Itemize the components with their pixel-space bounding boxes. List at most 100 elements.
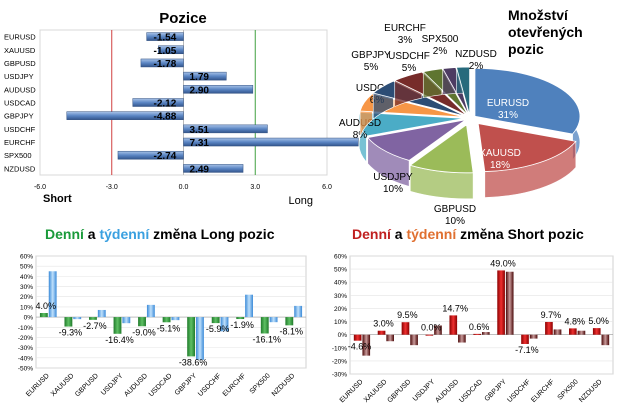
positions-category-label: SPX500 [4, 151, 32, 160]
change-value-label: -4.6% [348, 342, 372, 352]
series-2-bar [434, 325, 442, 335]
positions-bar [140, 58, 184, 68]
positions-value-label: 2.49 [190, 164, 210, 175]
series-2-bar [505, 271, 514, 335]
pie-slice [442, 67, 470, 116]
pie-slice [366, 119, 466, 161]
series-2-bar [294, 305, 303, 318]
change-tick-label: 30% [20, 284, 33, 291]
positions-bar [183, 71, 227, 81]
change-category-label: USDCAD [148, 372, 174, 398]
title-part: týdenní [99, 226, 150, 242]
series-1-bar [236, 317, 245, 320]
series-1-bar [285, 317, 294, 326]
positions-tick-label: -6.0 [34, 184, 46, 191]
change-category-label: USDJPY [412, 378, 437, 403]
pie-slice-pct: 10% [383, 184, 403, 195]
positions-chart: Pozice -6.0 -3.0 0.0 3.0 6.0 Short Long EURUSD -1… [4, 10, 359, 207]
positions-value-label: -2.74 [154, 151, 177, 162]
positions-category-label: XAUUSD [4, 46, 36, 55]
positions-category-label: USDCHF [4, 125, 36, 134]
title-part: změna Short pozic [456, 226, 584, 242]
change-value-label: 4.8% [564, 316, 585, 326]
change-tick-label: -30% [18, 345, 33, 352]
positions-bar [183, 124, 268, 134]
positions-tick-label: 0.0 [179, 184, 189, 191]
positions-bar [183, 85, 254, 94]
change-value-label: -1.9% [230, 320, 254, 330]
positions-value-label: 3.51 [190, 125, 210, 136]
change-category-label: USDCHF [197, 372, 223, 398]
change-tick-label: -30% [332, 372, 347, 379]
change-tick-label: 40% [20, 274, 33, 281]
change-category-label: AUDUSD [123, 372, 149, 398]
series-1-bar [64, 317, 73, 327]
title-part: změna Long pozic [149, 226, 274, 242]
change-tick-label: -50% [18, 366, 33, 373]
positions-category-label: GBPUSD [4, 59, 36, 68]
series-2-bar [73, 317, 82, 320]
change-chart-title: Denní a týdenní změna Short pozic [352, 226, 584, 242]
change-tick-label: 60% [20, 254, 33, 261]
pie-slice-pct: 18% [490, 160, 510, 171]
change-tick-label: -20% [18, 335, 33, 342]
pie-slice-label: USDJPY [373, 172, 413, 183]
series-1-bar [138, 317, 146, 327]
pie-slice-label: EURUSD [487, 98, 529, 109]
change-value-label: 0.0% [421, 323, 442, 333]
title-part: týdenní [406, 226, 457, 242]
pie-slice-label: USDCAD [356, 83, 398, 94]
series-1-bar [377, 330, 386, 335]
change-value-label: -2.7% [83, 321, 107, 331]
change-value-label: 4.0% [36, 301, 57, 311]
title-part: Denní [45, 226, 85, 242]
change-category-label: USDCHF [506, 378, 532, 404]
change-category-label: NZDUSD [271, 372, 297, 398]
series-1-bar [545, 321, 553, 335]
series-2-bar [553, 329, 562, 335]
series-1-bar [569, 328, 577, 335]
series-1-bar [401, 322, 410, 335]
positions-value-label: -2.12 [154, 99, 177, 110]
pie-slice-pct: 10% [445, 216, 465, 227]
positions-value-label: 1.79 [190, 72, 210, 83]
pie-slice [409, 124, 474, 174]
pie-slice-label: NZDUSD [455, 49, 497, 60]
change-value-label: -16.1% [252, 334, 281, 344]
pie-slice-pct: 3% [398, 35, 413, 46]
positions-category-label: AUDUSD [4, 85, 36, 94]
pie-title-line: otevřených [508, 24, 583, 40]
series-1-bar [260, 317, 269, 334]
positions-bar [117, 150, 184, 160]
pie-slice-label: XAUUSD [479, 148, 521, 159]
series-2-bar [601, 334, 610, 346]
positions-value-label: -4.88 [154, 112, 177, 123]
positions-value-label: 2.90 [190, 85, 210, 96]
long-axis-label: Long [289, 195, 313, 207]
short-change-chart: Denní a týdenní změna Short pozic 60% 50% 4… [332, 226, 614, 404]
pie-slice [474, 67, 581, 135]
positions-category-label: NZDUSD [4, 164, 36, 173]
change-value-label: -5.1% [157, 323, 181, 333]
change-category-label: EURUSD [25, 372, 51, 398]
change-category-label: EURCHF [222, 372, 248, 398]
positions-tick-label: -3.0 [106, 184, 118, 191]
pie-slice-label: GBPUSD [434, 204, 476, 215]
positions-bar [132, 98, 184, 107]
pie-slice-label: USDCHF [388, 51, 430, 62]
series-1-bar [211, 317, 220, 324]
positions-bar [183, 164, 244, 173]
series-2-bar [386, 334, 394, 342]
series-1-bar [497, 270, 505, 335]
series-1-bar [425, 334, 434, 336]
change-category-label: SPX500 [249, 372, 272, 395]
series-2-bar [171, 317, 180, 321]
change-value-label: -8.1% [280, 326, 304, 336]
positions-bar [146, 32, 184, 41]
change-category-label: GBPJPY [174, 372, 199, 397]
short-axis-label: Short [43, 193, 72, 205]
series-2-bar [48, 271, 57, 318]
series-2-bar [220, 317, 229, 332]
change-category-label: EURCHF [530, 378, 556, 404]
